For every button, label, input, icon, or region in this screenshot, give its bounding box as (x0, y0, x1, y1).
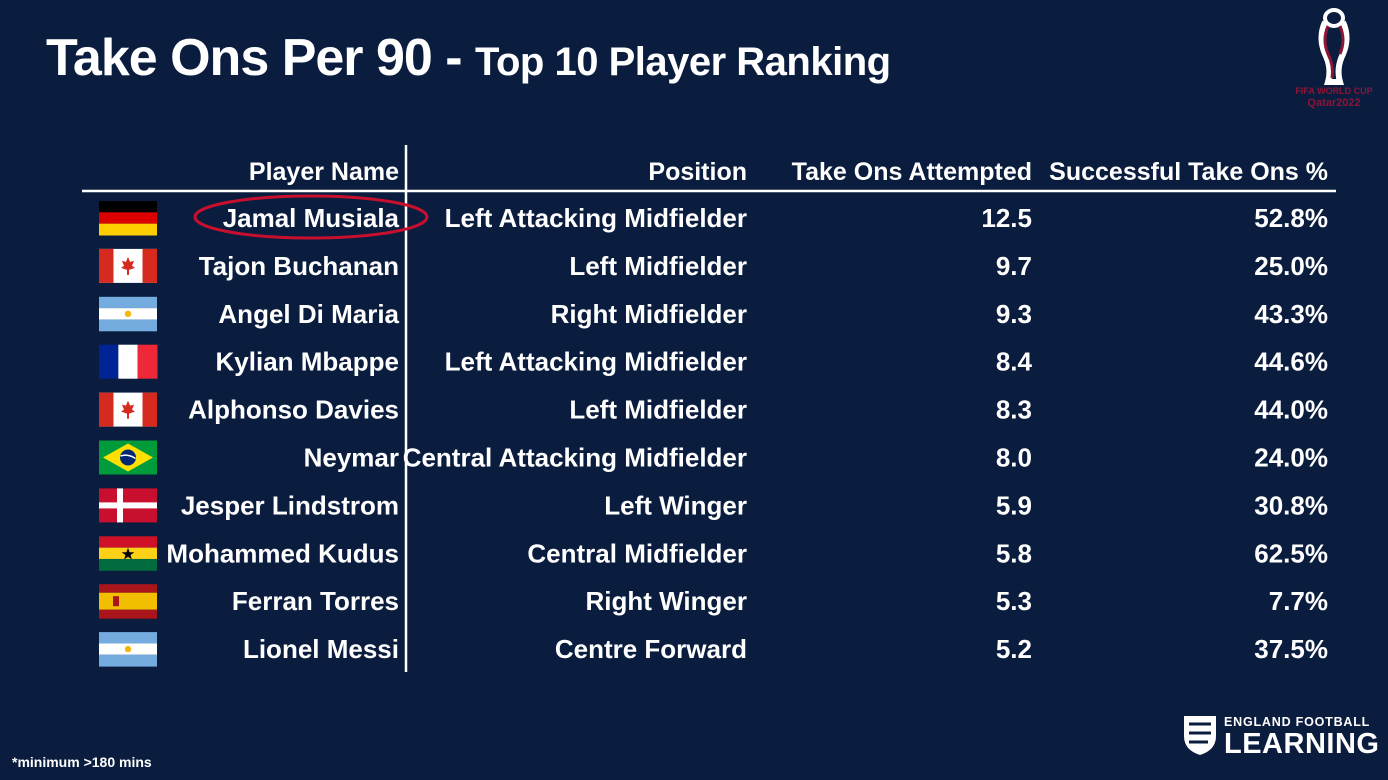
efl-line2: LEARNING (1224, 728, 1380, 760)
player-name: Jamal Musiala (223, 203, 400, 233)
player-name: Jesper Lindstrom (181, 490, 399, 520)
footnote: *minimum >180 mins (12, 754, 152, 770)
ghana-flag-icon (99, 536, 157, 571)
header-success: Successful Take Ons % (1049, 158, 1328, 186)
success-rate: 24.0% (1254, 443, 1328, 473)
table-row: Ferran Torres Right Winger 5.3 7.7% (99, 584, 1328, 619)
position: Left Midfielder (569, 395, 747, 425)
player-name: Mohammed Kudus (166, 538, 399, 568)
world-cup-logo: FIFA WORLD CUP Qatar2022 (1288, 8, 1380, 112)
brazil-flag-icon (99, 440, 157, 475)
table-row: Neymar Central Attacking Midfielder 8.0 24.… (99, 440, 1328, 475)
success-rate: 52.8% (1254, 203, 1328, 233)
world-cup-caption-line2: Qatar2022 (1307, 97, 1361, 109)
table-row: Lionel Messi Centre Forward 5.2 37.5% (99, 632, 1328, 667)
table-row: Alphonso Davies Left Midfielder 8.3 44.0% (99, 392, 1328, 427)
take-ons-attempted: 8.0 (996, 443, 1032, 473)
table-row: Angel Di Maria Right Midfielder 9.3 43.3% (99, 296, 1328, 332)
position: Centre Forward (555, 634, 747, 664)
take-ons-attempted: 8.4 (996, 347, 1033, 377)
highlight-ellipse (193, 194, 429, 240)
england-football-learning-logo: ENGLAND FOOTBALL LEARNING (1182, 712, 1379, 762)
position: Left Winger (604, 490, 747, 520)
argentina-flag-icon (99, 632, 157, 667)
success-rate: 44.0% (1254, 395, 1328, 425)
page-title: Take Ons Per 90 - Top 10 Player Ranking (46, 32, 891, 84)
title-main: Take Ons Per 90 - (46, 29, 476, 87)
player-name: Ferran Torres (232, 586, 399, 616)
table-row: Mohammed Kudus Central Midfielder 5.8 62.5% (99, 536, 1328, 571)
canada-flag-icon (99, 248, 157, 283)
world-cup-caption-line1: FIFA WORLD CUP (1295, 86, 1373, 96)
player-name: Kylian Mbappe (216, 347, 399, 377)
header-player-name: Player Name (249, 158, 399, 186)
position: Central Midfielder (527, 538, 747, 568)
position: Right Midfielder (551, 299, 747, 329)
take-ons-attempted: 5.2 (996, 634, 1032, 664)
three-lions-icon (1184, 716, 1216, 755)
take-ons-attempted: 5.3 (996, 586, 1032, 616)
table-row: Jesper Lindstrom Left Winger 5.9 30.8% (99, 488, 1328, 523)
player-name: Tajon Buchanan (199, 251, 399, 281)
position: Central Attacking Midfielder (403, 443, 747, 473)
table-row: Tajon Buchanan Left Midfielder 9.7 25.0% (99, 248, 1328, 283)
take-ons-attempted: 5.8 (996, 538, 1032, 568)
table-row: Jamal Musiala Left Attacking Midfielder 12… (99, 201, 1328, 236)
take-ons-attempted: 9.7 (996, 251, 1032, 281)
title-sub: Top 10 Player Ranking (475, 40, 891, 84)
success-rate: 44.6% (1254, 347, 1328, 377)
header-position: Position (648, 158, 747, 186)
success-rate: 37.5% (1254, 634, 1328, 664)
take-ons-attempted: 5.9 (996, 490, 1032, 520)
success-rate: 62.5% (1254, 538, 1328, 568)
spain-flag-icon (99, 584, 157, 619)
success-rate: 7.7% (1269, 586, 1328, 616)
player-name: Neymar (304, 443, 399, 473)
position: Left Attacking Midfielder (445, 203, 747, 233)
canada-flag-icon (99, 392, 157, 427)
success-rate: 25.0% (1254, 251, 1328, 281)
player-name: Lionel Messi (243, 634, 399, 664)
success-rate: 30.8% (1254, 490, 1328, 520)
world-cup-emblem-icon (1318, 8, 1350, 85)
argentina-flag-icon (99, 296, 157, 332)
player-name: Alphonso Davies (188, 395, 399, 425)
take-ons-attempted: 8.3 (996, 395, 1032, 425)
denmark-flag-icon (99, 488, 157, 523)
position: Left Midfielder (569, 251, 747, 281)
take-ons-attempted: 12.5 (981, 203, 1032, 233)
success-rate: 43.3% (1254, 299, 1328, 329)
header-attempted: Take Ons Attempted (792, 158, 1032, 186)
germany-flag-icon (99, 201, 157, 236)
efl-line1: ENGLAND FOOTBALL (1224, 715, 1371, 729)
take-ons-attempted: 9.3 (996, 299, 1032, 329)
france-flag-icon (99, 344, 158, 379)
player-name: Angel Di Maria (218, 299, 399, 329)
table-row: Kylian Mbappe Left Attacking Midfielder 8.… (99, 344, 1328, 379)
position: Right Winger (585, 586, 747, 616)
position: Left Attacking Midfielder (445, 347, 747, 377)
